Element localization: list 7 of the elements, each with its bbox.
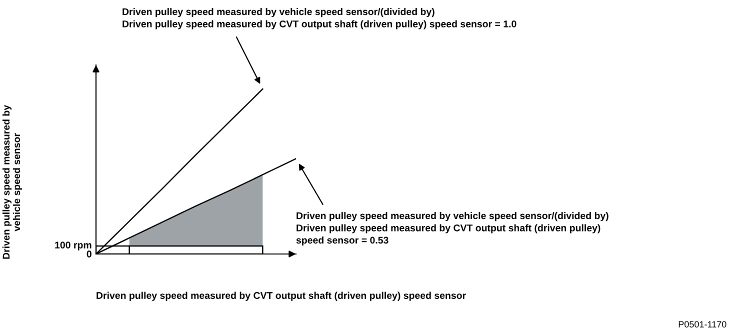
text: Driven pulley speed measured by vehicle speed sensor/(divided by) Driven pulley speed measured by CVT output shaft (driven pulley) speed sensor = 0.53 xyxy=(296,212,608,246)
y-tick-label: 100 rpm xyxy=(55,242,92,250)
text: Driven pulley speed measured by vehicle speed sensor/(divided by) Driven pulley speed measured by CVT output shaft (driven pulley) speed sensor = 1.0 xyxy=(122,8,516,30)
y-axis-title: Driven pulley speed measured by vehicle speed sensor xyxy=(2,104,22,259)
text: P0501-1170 xyxy=(678,321,726,328)
x-axis-title: Driven pulley speed measured by CVT output shaft (driven pulley) speed sensor xyxy=(96,292,466,301)
y-tick-label: 0 xyxy=(86,250,92,258)
